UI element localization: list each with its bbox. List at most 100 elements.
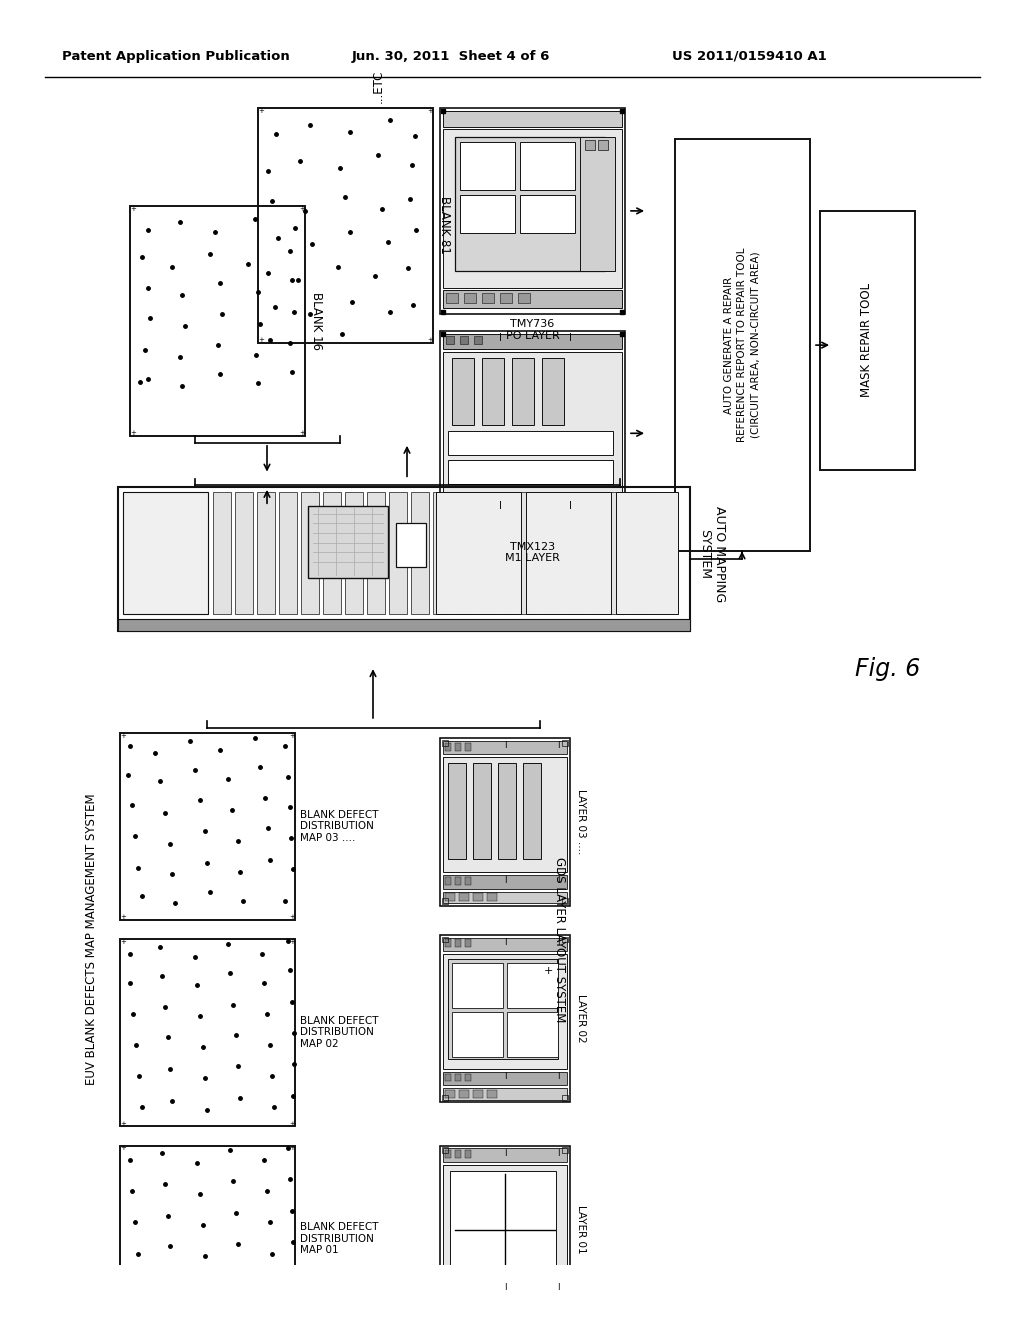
- Bar: [543, 492, 561, 615]
- Bar: [459, 1090, 469, 1098]
- Bar: [526, 492, 611, 615]
- Text: TMX123: TMX123: [510, 541, 555, 552]
- Bar: [120, 734, 295, 920]
- Bar: [445, 1090, 455, 1098]
- Bar: [631, 492, 649, 615]
- Bar: [473, 763, 490, 859]
- Bar: [562, 1094, 568, 1101]
- Bar: [474, 504, 482, 512]
- Text: I: I: [557, 1072, 559, 1081]
- Text: +: +: [289, 1146, 295, 1151]
- Text: PO LAYER: PO LAYER: [506, 331, 559, 341]
- Bar: [473, 1090, 483, 1098]
- Bar: [443, 1072, 567, 1085]
- Bar: [523, 763, 541, 859]
- Bar: [520, 194, 575, 232]
- Bar: [487, 1302, 497, 1308]
- Bar: [118, 619, 690, 631]
- Text: ...ETC: ...ETC: [372, 69, 384, 103]
- Bar: [455, 878, 461, 884]
- Text: I: I: [504, 937, 506, 946]
- Bar: [440, 331, 625, 537]
- Text: AUTO MAPPING
SYSTEM: AUTO MAPPING SYSTEM: [698, 506, 726, 602]
- Bar: [675, 139, 810, 552]
- Bar: [118, 487, 690, 631]
- Bar: [443, 954, 567, 1069]
- Text: BLANK DEFECT
DISTRIBUTION
MAP 03 ....: BLANK DEFECT DISTRIBUTION MAP 03 ....: [300, 809, 379, 843]
- Text: +: +: [120, 1146, 126, 1151]
- Bar: [279, 492, 297, 615]
- Bar: [443, 891, 567, 903]
- Bar: [455, 743, 461, 751]
- Bar: [411, 492, 429, 615]
- Bar: [445, 878, 451, 884]
- Bar: [442, 1147, 449, 1154]
- Bar: [433, 492, 451, 615]
- Bar: [465, 940, 471, 948]
- Bar: [562, 937, 568, 942]
- Bar: [477, 492, 495, 615]
- Text: I: I: [499, 334, 502, 343]
- Bar: [562, 1305, 568, 1312]
- Bar: [213, 492, 231, 615]
- Bar: [507, 964, 558, 1008]
- Bar: [562, 898, 568, 904]
- Bar: [482, 293, 494, 302]
- Bar: [442, 741, 449, 746]
- Bar: [443, 875, 567, 888]
- Text: +: +: [427, 338, 433, 343]
- Bar: [445, 1302, 455, 1308]
- Text: Fig. 6: Fig. 6: [855, 656, 921, 681]
- Bar: [499, 492, 517, 615]
- Text: Jun. 30, 2011  Sheet 4 of 6: Jun. 30, 2011 Sheet 4 of 6: [352, 50, 550, 63]
- Text: BLANK 16: BLANK 16: [310, 292, 323, 350]
- Bar: [452, 358, 474, 425]
- Bar: [565, 492, 583, 615]
- Bar: [512, 358, 534, 425]
- Bar: [449, 432, 613, 455]
- Bar: [587, 492, 605, 615]
- Bar: [234, 492, 253, 615]
- Bar: [443, 1283, 567, 1296]
- Bar: [498, 763, 516, 859]
- Bar: [449, 763, 466, 859]
- Bar: [445, 940, 451, 948]
- Text: LAYER 03 ....: LAYER 03 ....: [575, 789, 586, 854]
- Bar: [120, 1146, 295, 1320]
- Bar: [518, 520, 530, 529]
- Bar: [487, 1090, 497, 1098]
- Bar: [459, 894, 469, 902]
- Bar: [465, 878, 471, 884]
- Bar: [465, 1284, 471, 1292]
- Text: +: +: [258, 338, 264, 343]
- Bar: [445, 1284, 451, 1292]
- Bar: [562, 1147, 568, 1154]
- Bar: [301, 492, 319, 615]
- Bar: [507, 1012, 558, 1057]
- Text: I: I: [504, 1072, 506, 1081]
- Bar: [460, 504, 468, 512]
- Text: I: I: [557, 1148, 559, 1158]
- Text: +: +: [289, 940, 295, 945]
- Bar: [585, 140, 595, 149]
- Bar: [443, 1088, 567, 1100]
- Bar: [257, 492, 275, 615]
- Bar: [449, 461, 613, 484]
- Bar: [487, 894, 497, 902]
- Bar: [500, 293, 512, 302]
- Bar: [440, 738, 570, 906]
- Bar: [443, 290, 622, 308]
- Text: +: +: [120, 733, 126, 739]
- Bar: [455, 1284, 461, 1292]
- Text: I: I: [557, 1283, 559, 1292]
- Bar: [443, 758, 567, 873]
- Bar: [443, 517, 622, 533]
- Bar: [445, 743, 451, 751]
- Text: I: I: [499, 502, 502, 511]
- Text: +: +: [120, 940, 126, 945]
- Bar: [518, 293, 530, 302]
- Bar: [464, 520, 476, 529]
- Text: I: I: [557, 937, 559, 946]
- Bar: [482, 520, 494, 529]
- Bar: [442, 937, 449, 942]
